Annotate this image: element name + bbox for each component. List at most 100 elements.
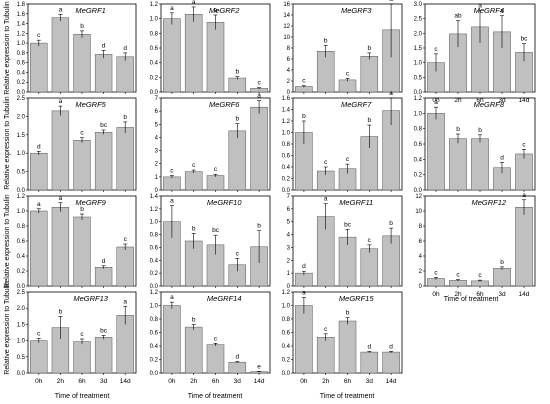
y-tick-label: 0 bbox=[419, 284, 423, 290]
panel-title: MeGRF12 bbox=[472, 198, 507, 207]
y-tick-label: 0.4 bbox=[282, 344, 291, 350]
x-tick-label: 6h bbox=[476, 291, 484, 298]
significance-letter: a bbox=[170, 198, 174, 205]
bar bbox=[30, 152, 48, 191]
y-tick-label: 0.0 bbox=[414, 188, 423, 194]
y-tick-label: 2 bbox=[287, 258, 291, 264]
bar bbox=[515, 153, 533, 191]
panel-megrf15: 0.0 0.2 0.4 0.6 0.8 1.0 1.2 a 0h c 2h b 6h d 3d d 14d MeG… bbox=[282, 289, 403, 385]
significance-letter: d bbox=[367, 343, 371, 350]
significance-letter: c bbox=[302, 78, 306, 85]
y-tick-label: 0.0 bbox=[150, 90, 159, 96]
y-axis-label-row3: Relative expression to Tubulin bbox=[4, 194, 11, 287]
y-tick-label: 0.6 bbox=[17, 239, 26, 245]
significance-letter: a bbox=[170, 5, 174, 12]
significance-letter: bc bbox=[100, 122, 108, 129]
significance-letter: bc bbox=[100, 327, 108, 334]
panel-megrf10: 0.0 0.2 0.4 0.6 0.8 1.0 1.2 1.4 a b bc c b MeGRF10 bbox=[150, 194, 271, 290]
significance-letter: a bbox=[478, 3, 482, 10]
x-tick-label: 14d bbox=[254, 378, 265, 385]
y-tick-label: 0.0 bbox=[17, 90, 26, 96]
bar bbox=[449, 138, 467, 191]
y-tick-label: 0.5 bbox=[17, 355, 26, 361]
y-tick-label: 2.5 bbox=[17, 290, 26, 296]
panel-title: MeGRF2 bbox=[209, 6, 240, 15]
bar bbox=[295, 305, 313, 374]
x-tick-label: 6h bbox=[344, 378, 352, 385]
bar bbox=[116, 246, 134, 287]
bar bbox=[228, 361, 247, 374]
bar bbox=[163, 18, 181, 93]
panel-title: MeGRF5 bbox=[75, 100, 106, 109]
y-tick-label: 1.8 bbox=[17, 2, 26, 8]
significance-letter: d bbox=[500, 154, 504, 161]
y-tick-label: 0.8 bbox=[17, 51, 26, 57]
x-tick-label: 0h bbox=[432, 97, 440, 104]
y-tick-label: 1.2 bbox=[282, 290, 291, 296]
bar bbox=[360, 56, 379, 93]
significance-letter: a bbox=[522, 192, 526, 199]
panel-megrf6: 0 1 2 3 4 5 6 7 c c c b a MeGRF6 bbox=[155, 93, 271, 194]
bar bbox=[515, 207, 533, 287]
y-tick-label: 0.4 bbox=[282, 165, 291, 171]
y-tick-label: 1.0 bbox=[282, 131, 291, 137]
bar bbox=[360, 351, 379, 374]
significance-letter: b bbox=[389, 220, 393, 227]
y-tick-label: 0.2 bbox=[282, 358, 291, 364]
bar bbox=[163, 176, 181, 191]
x-tick-label: 0h bbox=[432, 291, 440, 298]
x-tick-label: 3d bbox=[498, 291, 506, 298]
y-tick-label: 1.0 bbox=[150, 17, 159, 23]
bar bbox=[163, 305, 181, 374]
significance-letter: d bbox=[37, 143, 41, 150]
significance-letter: d bbox=[302, 263, 306, 270]
bar bbox=[206, 175, 225, 191]
y-tick-label: 4 bbox=[155, 135, 159, 141]
significance-letter: b bbox=[257, 223, 261, 230]
significance-letter: c bbox=[324, 326, 328, 333]
significance-letter: a bbox=[389, 0, 393, 3]
significance-letter: b bbox=[80, 206, 84, 213]
y-tick-label: 6 bbox=[287, 207, 291, 213]
y-axis-label-row1: Relative expression to Tubulin bbox=[4, 1, 11, 94]
significance-letter: b bbox=[192, 225, 196, 232]
panel-megrf11: 0 1 2 3 4 5 6 7 d a bc c b MeGRF11 bbox=[287, 194, 403, 290]
x-tick-label: 2h bbox=[454, 97, 462, 104]
significance-letter: a bbox=[214, 7, 218, 14]
bar bbox=[116, 127, 134, 191]
y-tick-label: 4 bbox=[287, 233, 291, 239]
y-tick-label: 3 bbox=[287, 245, 291, 251]
y-tick-label: 0.4 bbox=[150, 258, 159, 264]
y-tick-label: 6 bbox=[287, 57, 291, 63]
y-tick-label: 1.2 bbox=[150, 207, 159, 213]
bar bbox=[184, 326, 203, 374]
significance-letter: b bbox=[80, 23, 84, 30]
y-tick-label: 0.2 bbox=[17, 269, 26, 275]
bar bbox=[30, 42, 48, 93]
y-tick-label: 2 bbox=[155, 162, 159, 168]
panel-title: MeGRF9 bbox=[75, 198, 106, 207]
y-tick-label: 0.0 bbox=[17, 188, 26, 194]
y-tick-label: 1.2 bbox=[414, 96, 423, 102]
y-tick-label: 2.0 bbox=[414, 31, 423, 37]
significance-letter: b bbox=[478, 127, 482, 134]
y-tick-label: 1.5 bbox=[17, 322, 26, 328]
significance-letter: c bbox=[346, 70, 350, 77]
y-tick-label: 1.6 bbox=[282, 96, 291, 102]
significance-letter: b bbox=[192, 316, 196, 323]
significance-letter: e bbox=[257, 363, 261, 370]
y-tick-label: 0.0 bbox=[282, 371, 291, 377]
significance-letter: c bbox=[478, 272, 482, 279]
y-tick-label: 4 bbox=[419, 254, 423, 260]
y-tick-label: 0.0 bbox=[150, 371, 159, 377]
bar bbox=[30, 210, 48, 287]
panel-title: MeGRF10 bbox=[207, 198, 242, 207]
significance-letter: c bbox=[236, 250, 240, 257]
y-tick-label: 0.0 bbox=[150, 284, 159, 290]
x-tick-label: 3d bbox=[366, 378, 374, 385]
y-tick-label: 1.0 bbox=[282, 304, 291, 310]
panel-megrf2: 0.0 0.2 0.4 0.6 0.8 1.0 1.2 a a a b c MeGRF2 bbox=[150, 0, 271, 96]
bar bbox=[184, 14, 203, 93]
y-tick-label: 0.8 bbox=[414, 127, 423, 133]
